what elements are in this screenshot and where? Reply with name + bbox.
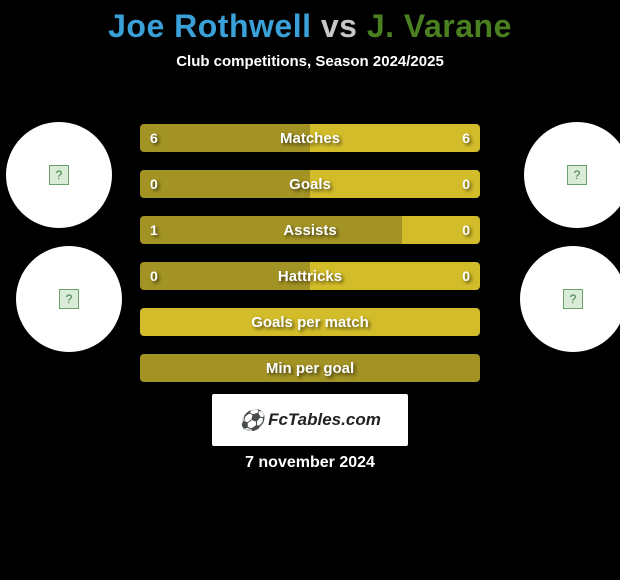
player2-name: J. Varane (367, 8, 512, 44)
stat-row: 00Goals (140, 170, 480, 198)
footer-brand-badge: ⚽ FcTables.com (212, 394, 408, 446)
stat-label: Goals per match (140, 308, 480, 336)
crest-bottom-right: ? (520, 246, 620, 352)
stat-label: Assists (140, 216, 480, 244)
crest-top-right: ? (524, 122, 620, 228)
brand-icon: ⚽ (239, 408, 264, 433)
stat-label: Matches (140, 124, 480, 152)
stat-row: Min per goal (140, 354, 480, 382)
subtitle: Club competitions, Season 2024/2025 (0, 53, 620, 70)
stat-label: Hattricks (140, 262, 480, 290)
stat-label: Goals (140, 170, 480, 198)
footer-brand-text: FcTables.com (268, 410, 381, 430)
comparison-title: Joe Rothwell vs J. Varane (0, 0, 620, 45)
crest-placeholder-icon: ? (49, 165, 69, 185)
crest-placeholder-icon: ? (567, 165, 587, 185)
stats-container: 66Matches 00Goals 10Assists 00Hattricks Goal… (140, 124, 480, 400)
footer-date: 7 november 2024 (0, 454, 620, 472)
stat-row: Goals per match (140, 308, 480, 336)
stat-row: 10Assists (140, 216, 480, 244)
stat-row: 00Hattricks (140, 262, 480, 290)
stat-row: 66Matches (140, 124, 480, 152)
crest-placeholder-icon: ? (59, 289, 79, 309)
crest-placeholder-icon: ? (563, 289, 583, 309)
crest-bottom-left: ? (16, 246, 122, 352)
stat-label: Min per goal (140, 354, 480, 382)
player1-name: Joe Rothwell (108, 8, 311, 44)
vs-text: vs (321, 8, 358, 44)
crest-top-left: ? (6, 122, 112, 228)
